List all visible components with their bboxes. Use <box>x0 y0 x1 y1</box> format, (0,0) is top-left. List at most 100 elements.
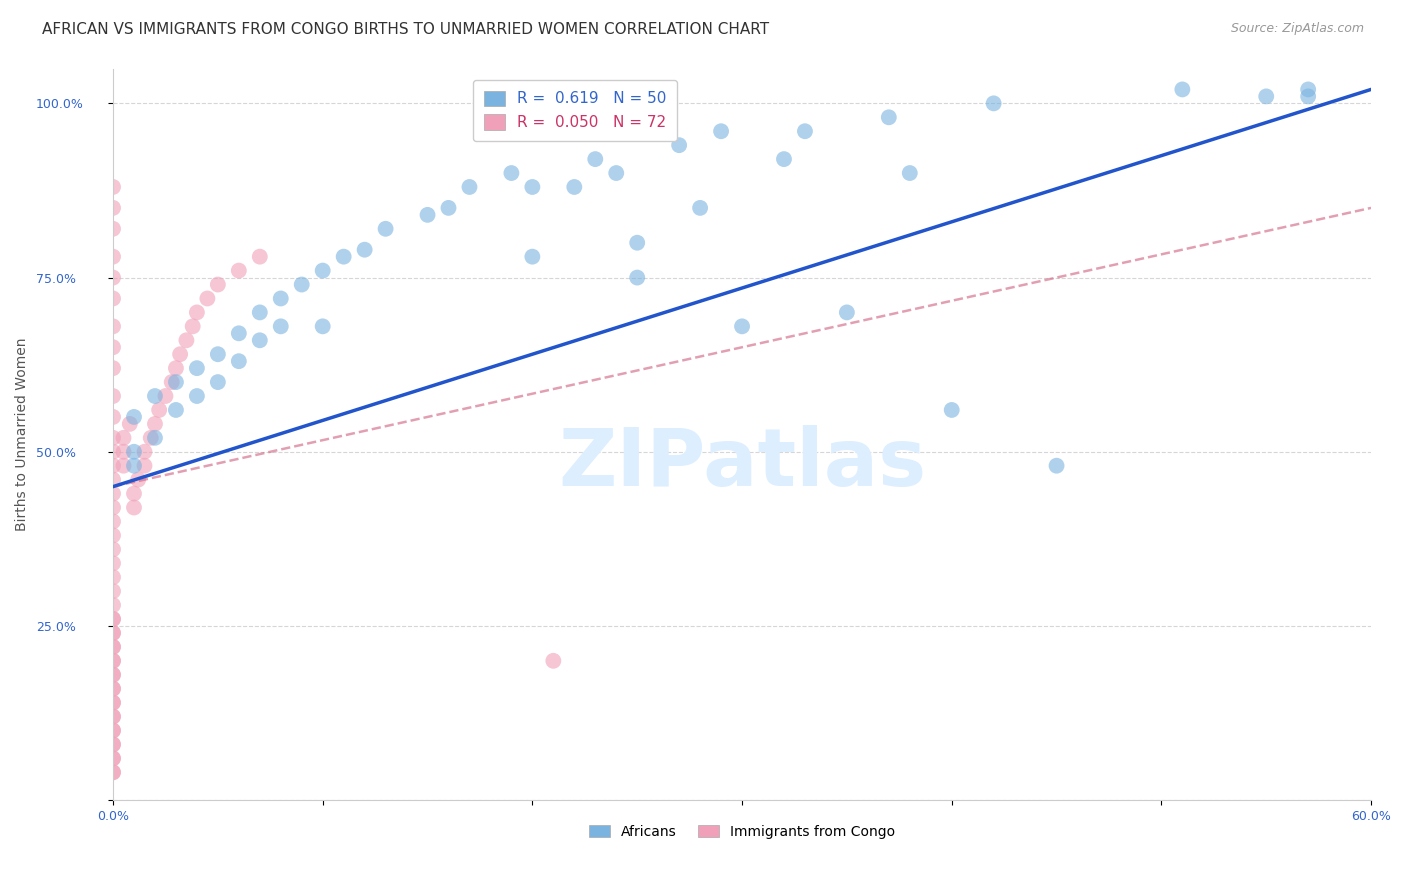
Text: ZIPatlas: ZIPatlas <box>558 425 927 502</box>
Point <box>101 738 124 752</box>
Point <box>101 626 124 640</box>
Point <box>101 361 124 376</box>
Point <box>228 263 250 277</box>
Point <box>626 235 648 250</box>
Point <box>101 723 124 738</box>
Point <box>101 292 124 306</box>
Point <box>112 431 135 445</box>
Point <box>165 403 187 417</box>
Point <box>143 431 166 445</box>
Point <box>112 458 135 473</box>
Point <box>101 738 124 752</box>
Point <box>101 709 124 723</box>
Point <box>165 361 187 376</box>
Point <box>186 389 208 403</box>
Point <box>562 180 585 194</box>
Point <box>101 751 124 765</box>
Point <box>101 584 124 599</box>
Point <box>249 250 271 264</box>
Point <box>312 263 335 277</box>
Point <box>877 110 900 124</box>
Point <box>101 270 124 285</box>
Point <box>101 681 124 696</box>
Point <box>898 166 921 180</box>
Y-axis label: Births to Unmarried Women: Births to Unmarried Women <box>15 337 30 531</box>
Point <box>101 751 124 765</box>
Point <box>835 305 858 319</box>
Point <box>101 626 124 640</box>
Point <box>101 340 124 354</box>
Point <box>101 667 124 681</box>
Point <box>101 681 124 696</box>
Point <box>626 270 648 285</box>
Point <box>101 667 124 681</box>
Point <box>668 138 690 153</box>
Point <box>101 556 124 570</box>
Point <box>228 326 250 341</box>
Point <box>101 473 124 487</box>
Point <box>122 409 145 424</box>
Point <box>101 319 124 334</box>
Point <box>155 389 177 403</box>
Point <box>207 347 229 361</box>
Point <box>101 612 124 626</box>
Point <box>143 389 166 403</box>
Point <box>312 319 335 334</box>
Point <box>101 458 124 473</box>
Point <box>101 640 124 654</box>
Point <box>101 515 124 529</box>
Point <box>501 166 523 180</box>
Point <box>353 243 375 257</box>
Text: Source: ZipAtlas.com: Source: ZipAtlas.com <box>1230 22 1364 36</box>
Point <box>101 444 124 458</box>
Point <box>101 765 124 780</box>
Point <box>122 486 145 500</box>
Point <box>101 696 124 710</box>
Point <box>270 292 292 306</box>
Point <box>249 305 271 319</box>
Point <box>101 612 124 626</box>
Point <box>543 654 565 668</box>
Point <box>101 201 124 215</box>
Point <box>710 124 733 138</box>
Point <box>983 96 1005 111</box>
Point <box>583 152 606 166</box>
Point <box>101 409 124 424</box>
Point <box>139 431 162 445</box>
Point <box>122 458 145 473</box>
Point <box>181 319 204 334</box>
Point <box>941 403 963 417</box>
Point <box>1045 458 1067 473</box>
Point <box>794 124 817 138</box>
Point <box>176 333 198 347</box>
Point <box>101 723 124 738</box>
Point <box>207 375 229 389</box>
Point <box>101 389 124 403</box>
Point <box>101 598 124 612</box>
Point <box>186 361 208 376</box>
Point <box>112 444 135 458</box>
Point <box>127 473 149 487</box>
Point <box>143 417 166 431</box>
Point <box>101 654 124 668</box>
Point <box>101 500 124 515</box>
Point <box>165 375 187 389</box>
Point <box>101 640 124 654</box>
Point <box>101 765 124 780</box>
Point <box>101 221 124 235</box>
Point <box>101 570 124 584</box>
Point <box>458 180 481 194</box>
Point <box>101 654 124 668</box>
Point <box>207 277 229 292</box>
Point <box>522 250 544 264</box>
Point <box>101 709 124 723</box>
Point <box>416 208 439 222</box>
Point <box>169 347 191 361</box>
Point <box>1256 89 1278 103</box>
Point <box>195 292 218 306</box>
Point <box>228 354 250 368</box>
Point <box>118 417 141 431</box>
Point <box>101 180 124 194</box>
Point <box>249 333 271 347</box>
Point <box>773 152 796 166</box>
